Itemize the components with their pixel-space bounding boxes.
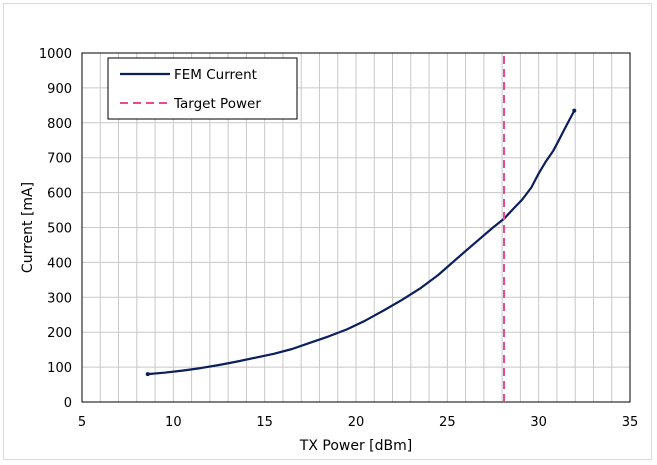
y-tick-label: 100 [47, 361, 72, 376]
y-tick-label: 400 [47, 256, 72, 271]
series-line-0 [147, 110, 576, 376]
y-tick-label: 0 [64, 396, 72, 411]
x-axis-title: TX Power [dBm] [299, 438, 412, 454]
legend-label-fem-current: FEM Current [174, 67, 257, 83]
x-tick-label: 25 [439, 415, 456, 430]
x-tick-label: 5 [78, 415, 86, 430]
x-tick-label: 15 [256, 415, 273, 430]
plot-area-border [81, 52, 631, 403]
x-tick-label: 10 [165, 415, 182, 430]
x-tick-labels: 5 10 15 20 25 30 35 [78, 415, 638, 430]
y-tick-label: 300 [47, 291, 72, 306]
legend-label-target-power: Target Power [173, 96, 261, 112]
x-tick-label: 20 [348, 415, 365, 430]
x-tick-label: 35 [622, 415, 639, 430]
y-tick-label: 200 [47, 326, 72, 341]
y-tick-label: 900 [47, 82, 72, 97]
y-axis-title: Current [mA] [20, 182, 36, 273]
y-tick-label: 500 [47, 222, 72, 237]
series-start-point [145, 372, 150, 377]
series-end-point [572, 108, 577, 113]
y-tick-label: 700 [47, 152, 72, 167]
series [145, 53, 577, 402]
legend-box [107, 57, 298, 120]
y-tick-label: 800 [47, 117, 72, 132]
legend: FEM Current Target Power [107, 57, 298, 120]
x-tick-label: 30 [530, 415, 547, 430]
y-tick-label: 600 [47, 187, 72, 202]
y-tick-labels: 0 100 200 300 400 500 600 700 800 900 1000 [39, 47, 72, 411]
y-tick-label: 1000 [39, 47, 72, 62]
